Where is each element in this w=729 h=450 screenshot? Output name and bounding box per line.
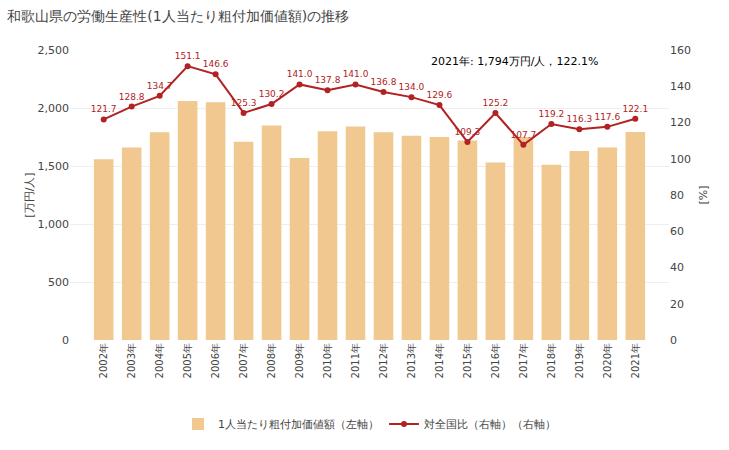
svg-text:2012年: 2012年	[378, 343, 389, 378]
svg-text:2021年: 1,794万円/人，122.1%: 2021年: 1,794万円/人，122.1%	[431, 55, 598, 68]
svg-text:2015年: 2015年	[462, 343, 473, 378]
svg-text:2,500: 2,500	[38, 44, 70, 57]
svg-text:125.3: 125.3	[231, 98, 257, 108]
svg-text:136.8: 136.8	[371, 77, 397, 87]
svg-text:対全国比（右軸）（右軸）: 対全国比（右軸）（右軸）	[424, 418, 556, 431]
svg-text:2010年: 2010年	[322, 343, 333, 378]
svg-text:116.3: 116.3	[566, 114, 592, 124]
svg-text:和歌山県の労働生産性(1人当たり粗付加価値額)の推移: 和歌山県の労働生産性(1人当たり粗付加価値額)の推移	[7, 8, 349, 24]
svg-text:[万円/人]: [万円/人]	[23, 172, 36, 217]
svg-text:60: 60	[670, 225, 684, 238]
svg-text:128.8: 128.8	[119, 92, 145, 102]
svg-text:2016年: 2016年	[490, 343, 501, 378]
svg-text:107.7: 107.7	[510, 130, 536, 140]
svg-text:2003年: 2003年	[126, 343, 137, 378]
svg-text:137.8: 137.8	[315, 75, 341, 85]
svg-text:40: 40	[670, 261, 684, 274]
svg-text:109.3: 109.3	[455, 127, 481, 137]
svg-text:140: 140	[670, 80, 691, 93]
svg-text:[%]: [%]	[697, 185, 710, 204]
svg-text:2019年: 2019年	[574, 343, 585, 378]
svg-text:500: 500	[48, 276, 69, 289]
svg-text:2006年: 2006年	[210, 343, 221, 378]
svg-text:2009年: 2009年	[294, 343, 305, 378]
svg-text:117.6: 117.6	[594, 112, 620, 122]
svg-text:2021年: 2021年	[630, 343, 641, 378]
svg-text:120: 120	[670, 116, 691, 129]
svg-text:2014年: 2014年	[434, 343, 445, 378]
svg-text:141.0: 141.0	[343, 69, 369, 79]
svg-text:122.1: 122.1	[622, 104, 648, 114]
svg-text:130.2: 130.2	[259, 89, 285, 99]
svg-text:100: 100	[670, 153, 691, 166]
svg-text:141.0: 141.0	[287, 69, 313, 79]
svg-text:129.6: 129.6	[427, 90, 453, 100]
svg-text:0: 0	[670, 334, 677, 347]
svg-text:134.7: 134.7	[147, 81, 173, 91]
svg-text:1,000: 1,000	[38, 218, 70, 231]
svg-text:2013年: 2013年	[406, 343, 417, 378]
svg-text:2017年: 2017年	[518, 343, 529, 378]
svg-text:134.0: 134.0	[399, 82, 425, 92]
svg-text:2018年: 2018年	[546, 343, 557, 378]
svg-text:0: 0	[62, 334, 69, 347]
svg-text:2004年: 2004年	[154, 343, 165, 378]
svg-text:2002年: 2002年	[98, 343, 109, 378]
svg-text:2011年: 2011年	[350, 343, 361, 378]
svg-text:160: 160	[670, 44, 691, 57]
svg-text:2005年: 2005年	[182, 343, 193, 378]
svg-text:119.2: 119.2	[538, 109, 564, 119]
svg-text:2008年: 2008年	[266, 343, 277, 378]
svg-text:2007年: 2007年	[238, 343, 249, 378]
svg-text:146.6: 146.6	[203, 59, 229, 69]
svg-text:80: 80	[670, 189, 684, 202]
svg-text:1人当たり粗付加価値額（左軸）: 1人当たり粗付加価値額（左軸）	[218, 418, 379, 431]
svg-text:121.7: 121.7	[91, 104, 117, 114]
svg-text:151.1: 151.1	[175, 51, 201, 61]
svg-text:2,000: 2,000	[38, 102, 70, 115]
svg-text:125.2: 125.2	[483, 98, 509, 108]
svg-text:1,500: 1,500	[38, 160, 70, 173]
svg-text:20: 20	[670, 298, 684, 311]
svg-text:2020年: 2020年	[602, 343, 613, 378]
